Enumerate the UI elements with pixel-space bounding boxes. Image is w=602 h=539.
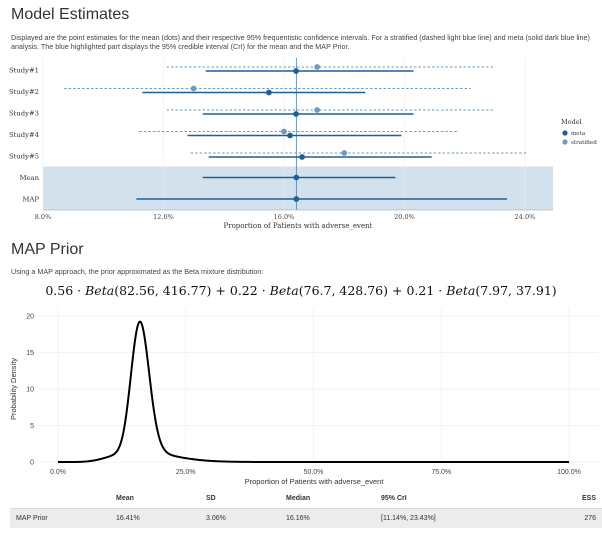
density-y-axis-label: Probability Density bbox=[9, 358, 18, 420]
stratified-point bbox=[190, 85, 197, 92]
meta-point bbox=[266, 89, 272, 96]
forest-tick-label: 12.0% bbox=[153, 213, 174, 221]
model-estimates-description: Displayed are the point estimates for th… bbox=[11, 33, 590, 51]
legend-label: meta bbox=[571, 131, 586, 137]
table-cell-ess: 276 bbox=[525, 508, 602, 528]
density-plot: 0 5 10 15 20 0.0% 25.0% 50.0% 75.0% 100.0% Propor… bbox=[9, 308, 598, 486]
table-cell-label: MAP Prior bbox=[10, 508, 110, 528]
legend: Model meta stratified bbox=[561, 118, 597, 146]
table-cell-median: 16.16% bbox=[280, 508, 375, 528]
formula-times-3: · bbox=[438, 283, 443, 298]
legend-label: stratified bbox=[571, 140, 597, 146]
meta-point bbox=[299, 154, 305, 160]
table-cell-cri: [11.14%, 23.43%] bbox=[375, 508, 525, 528]
formula-weight-2: 0.22 bbox=[229, 283, 258, 298]
forest-plot: Study#1 Study#2 Study#3 Study#4 Study#5 Mean M… bbox=[9, 58, 597, 230]
forest-row-label: Study#4 bbox=[9, 131, 39, 139]
forest-row-label: Study#2 bbox=[9, 88, 39, 96]
forest-tick-label: 20.0% bbox=[394, 213, 415, 221]
forest-row-label: Mean bbox=[20, 174, 40, 182]
formula-params-1: (82.56, 416.77) bbox=[114, 283, 212, 298]
meta-point bbox=[293, 111, 299, 117]
legend-swatch bbox=[562, 139, 568, 145]
forest-row-label: Study#1 bbox=[9, 67, 39, 75]
formula-times-1: · bbox=[77, 283, 82, 298]
formula-func-3: Beta bbox=[446, 283, 476, 298]
map-prior-description: Using a MAP approach, the prior approxim… bbox=[11, 267, 264, 276]
density-x-tick-label: 25.0% bbox=[176, 469, 196, 476]
stratified-point bbox=[281, 128, 287, 135]
table-header-sd: SD bbox=[200, 490, 280, 509]
table-header-row: Mean SD Median 95% CrI ESS bbox=[10, 490, 602, 509]
formula-plus-1: + bbox=[215, 283, 226, 298]
table-cell-sd: 3.06% bbox=[200, 508, 280, 528]
density-y-tick-label: 15 bbox=[26, 350, 34, 357]
table-cell-mean: 16.41% bbox=[110, 508, 200, 528]
density-curve bbox=[58, 320, 569, 463]
meta-point bbox=[293, 174, 300, 181]
density-y-tick-label: 0 bbox=[30, 460, 34, 467]
stratified-point bbox=[314, 107, 321, 113]
formula-plus-2: + bbox=[392, 283, 403, 298]
forest-x-axis-label: Proportion of Patients with adverse_even… bbox=[224, 222, 373, 230]
table-header-ess: ESS bbox=[525, 490, 602, 509]
forest-tick-label: 16.0% bbox=[274, 213, 295, 221]
forest-tick-label: 24.0% bbox=[515, 213, 536, 221]
density-x-tick-label: 75.0% bbox=[431, 469, 451, 476]
legend-swatch bbox=[562, 130, 568, 136]
density-x-axis-label: Proportion of Patients with adverse_even… bbox=[245, 477, 385, 486]
formula-weight-3: 0.21 bbox=[406, 283, 435, 298]
density-x-tick-label: 100.0% bbox=[557, 469, 581, 476]
density-y-tick-label: 5 bbox=[30, 423, 34, 430]
formula-func-2: Beta bbox=[269, 283, 299, 298]
formula-times-2: · bbox=[261, 283, 266, 298]
forest-row-label: Study#3 bbox=[9, 110, 39, 118]
meta-point bbox=[293, 196, 300, 202]
density-x-tick-label: 0.0% bbox=[50, 469, 66, 476]
formula-params-3: (7.97, 37.91) bbox=[475, 283, 557, 298]
formula-params-2: (76.7, 428.76) bbox=[298, 283, 389, 298]
meta-point bbox=[293, 68, 299, 74]
table-header-mean: Mean bbox=[110, 490, 200, 509]
table-header-blank bbox=[10, 490, 110, 509]
forest-row-label: MAP bbox=[23, 196, 40, 204]
map-prior-title: MAP Prior bbox=[11, 241, 84, 258]
formula-func-1: Beta bbox=[85, 283, 115, 298]
density-y-tick-label: 20 bbox=[26, 314, 34, 321]
forest-row-label: Study#5 bbox=[9, 153, 39, 161]
model-estimates-title: Model Estimates bbox=[11, 6, 130, 23]
beta-mixture-formula: 0.56 · Beta(82.56, 416.77) + 0.22 · Beta… bbox=[0, 283, 602, 298]
table-header-cri: 95% CrI bbox=[375, 490, 525, 509]
estimates-table: Mean SD Median 95% CrI ESS MAP Prior 16.… bbox=[10, 490, 602, 528]
density-y-tick-label: 10 bbox=[26, 387, 34, 394]
stratified-point bbox=[314, 64, 321, 70]
legend-title: Model bbox=[561, 118, 582, 126]
forest-tick-label: 8.0% bbox=[35, 213, 52, 221]
meta-point bbox=[287, 132, 293, 139]
table-row: MAP Prior 16.41% 3.06% 16.16% [11.14%, 2… bbox=[10, 508, 602, 528]
density-x-tick-label: 50.0% bbox=[304, 469, 324, 476]
formula-weight-1: 0.56 bbox=[45, 283, 74, 298]
credible-interval-band bbox=[43, 166, 553, 210]
stratified-point bbox=[341, 150, 348, 156]
table-header-median: Median bbox=[280, 490, 375, 509]
